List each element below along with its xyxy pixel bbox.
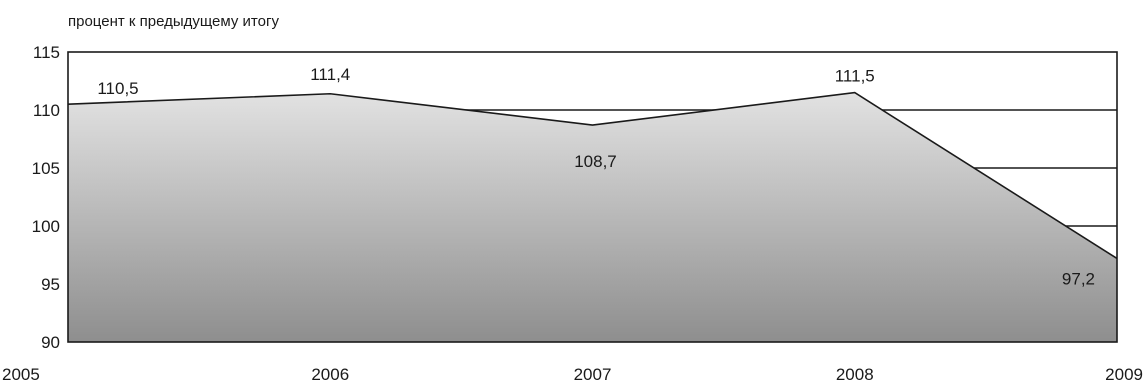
data-label-2005: 110,5 [97, 79, 138, 98]
data-label-2008: 111,5 [835, 67, 875, 86]
x-tick-label-2008: 2008 [836, 365, 874, 384]
y-tick-label-95: 95 [41, 275, 60, 294]
area-fill [68, 92, 1117, 342]
plot-border [67, 51, 1118, 343]
data-label-2006: 111,4 [310, 65, 350, 84]
y-tick-label-115: 115 [33, 43, 60, 62]
data-label-2007: 108,7 [574, 152, 617, 171]
x-tick-label-2009: 2009 [1105, 365, 1143, 384]
x-tick-label-2005: 2005 [2, 365, 40, 384]
x-tick-label-2006: 2006 [311, 365, 349, 384]
x-tick-labels: 2005 2006 2007 2008 2009 [2, 365, 1143, 384]
y-axis-label: процент к предыдущему итогу [68, 13, 279, 30]
y-tick-label-105: 105 [32, 159, 60, 178]
data-label-2009: 97,2 [1062, 269, 1095, 288]
plot-frame [67, 51, 1118, 343]
series-line [67, 91, 1118, 260]
y-tick-label-100: 100 [32, 217, 60, 236]
data-labels: 110,5 111,4 108,7 111,5 97,2 [97, 65, 1095, 289]
y-tick-labels: 90 95 100 105 110 115 [32, 43, 60, 352]
x-tick-label-2007: 2007 [574, 365, 612, 384]
y-tick-label-90: 90 [41, 333, 60, 352]
y-tick-label-110: 110 [33, 101, 60, 120]
area-layer [67, 91, 1118, 342]
